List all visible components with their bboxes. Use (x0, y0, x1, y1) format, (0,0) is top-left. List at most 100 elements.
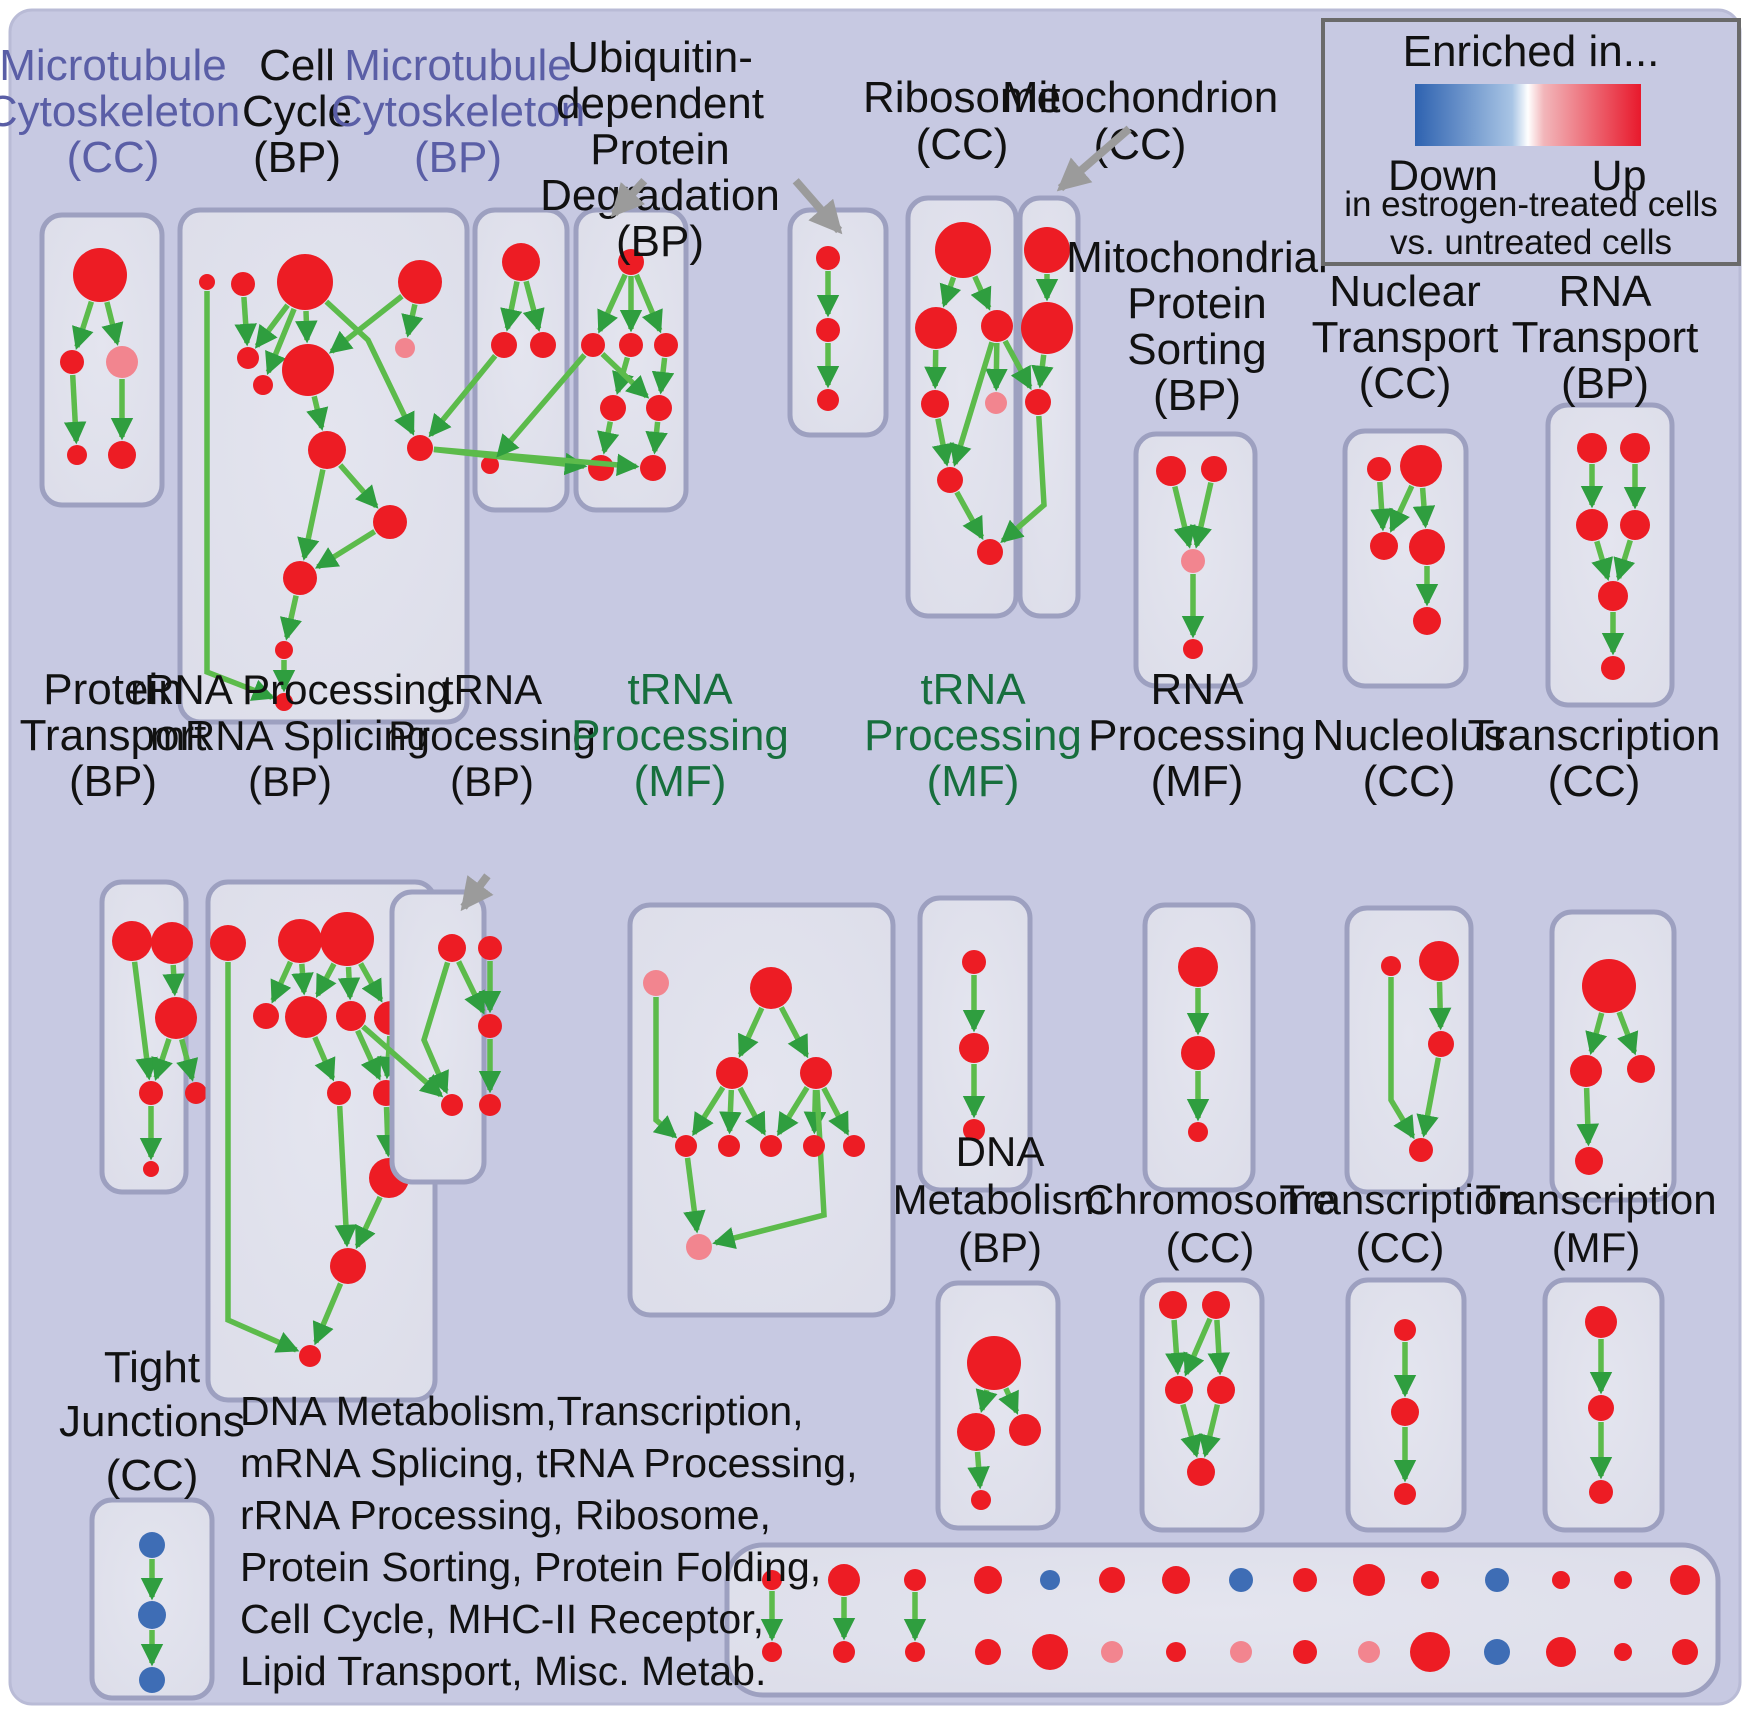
go-term-node-red (833, 1641, 855, 1663)
nodes (915, 222, 1013, 565)
go-relation-arrow (1388, 977, 1416, 1140)
go-term-node-red (1598, 581, 1628, 611)
go-term-node-red (320, 912, 374, 966)
go-relation-arrow (522, 280, 545, 332)
go-term-node-red (1293, 1640, 1317, 1664)
go-term-node-red (1585, 1306, 1617, 1338)
cluster-label-line: (BP) (69, 757, 157, 806)
nodes (643, 967, 865, 1260)
go-term-node-red (762, 1570, 782, 1590)
go-relation-arrow (377, 1035, 400, 1080)
go-term-node-red (1620, 433, 1650, 463)
go-relation-arrow (225, 962, 300, 1353)
go-term-node-red (600, 395, 626, 421)
go-relation-arrow (358, 962, 384, 1003)
go-relation-arrow (496, 353, 587, 458)
cluster-label-line: (MF) (927, 757, 1020, 806)
go-relation-arrow (1183, 1317, 1213, 1377)
cluster-tight-junctions-cc: Tight Junctions (CC) (59, 1343, 245, 1701)
go-relation-arrow (401, 303, 424, 338)
go-term-node-red (237, 347, 259, 369)
go-term-node-red (1589, 1480, 1613, 1504)
go-relation-arrow (433, 446, 640, 477)
go-term-node-red (654, 333, 678, 357)
go-term-node-red (282, 344, 334, 396)
go-term-node-red (1413, 607, 1441, 635)
cluster-label-line: Sorting (1127, 325, 1266, 374)
go-term-node-pink (985, 392, 1007, 414)
cluster-label: Nucleolus(CC) (1312, 711, 1505, 806)
cross-cluster-edges (361, 339, 1047, 1098)
go-relation-arrow (328, 294, 404, 354)
edges (924, 275, 1008, 541)
cluster-label-line: Protein (43, 665, 182, 714)
go-term-node-red (618, 249, 644, 275)
go-relation-arrow (1389, 484, 1415, 533)
collapsed-categories-line: DNA Metabolism,Transcription, (240, 1388, 804, 1434)
go-term-node-red (957, 1413, 995, 1451)
edges (1580, 464, 1647, 656)
cluster-label-line: Ubiquitin- (567, 33, 753, 82)
go-relation-arrow (376, 1106, 399, 1158)
nodes (959, 950, 989, 1141)
edges (1031, 274, 1059, 389)
go-term-node-red (155, 997, 197, 1039)
label-pointer-arrows (460, 125, 1132, 912)
go-term-node-red (1601, 656, 1625, 680)
go-term-node-red (1575, 1147, 1603, 1175)
go-relation-arrow (1428, 981, 1452, 1031)
go-term-node-red (1183, 639, 1203, 659)
go-relation-arrow (254, 303, 290, 349)
go-relation-arrow (63, 374, 87, 445)
go-relation-arrow (1189, 481, 1214, 549)
cluster-transcription-cc-1: Transcription(CC) (1468, 711, 1721, 1203)
go-term-node-red (299, 1345, 321, 1367)
go-relation-arrow (176, 1038, 199, 1082)
cluster-label-line: Microtubule (344, 41, 571, 90)
go-relation-arrow (1165, 1319, 1188, 1376)
go-term-node-red (1391, 1398, 1419, 1426)
cluster-label: Ubiquitin-dependentProteinDegradation(BP… (540, 33, 780, 266)
go-term-node-red (675, 1135, 697, 1157)
go-term-node-red (915, 307, 957, 349)
go-relation-arrow (776, 1086, 810, 1137)
go-relation-arrow (312, 1282, 344, 1346)
collapsed-categories-line: Protein Sorting, Protein Folding, (240, 1544, 821, 1590)
nodes (816, 246, 840, 411)
legend-subtitle-1: in estrogen-treated cells (1344, 185, 1718, 224)
cluster-ubiquitin-dependent-protein-degradation-bp: Ubiquitin-dependentProteinDegradation(BP… (540, 33, 780, 513)
cluster-label-line: Transcription (1468, 711, 1721, 760)
cluster-label-line: Processing (864, 711, 1082, 760)
go-term-node-red (1577, 433, 1607, 463)
cluster-label-line: (CC) (106, 1451, 199, 1500)
go-term-node-red (151, 922, 193, 964)
go-term-node-red (718, 1135, 740, 1157)
go-relation-arrow (1591, 540, 1613, 582)
cluster-label-line: Ribosome (863, 73, 1061, 122)
edges (652, 997, 850, 1249)
cluster-label-line: (CC) (1359, 359, 1452, 408)
cluster-nucleolus-cc: Nucleolus(CC) (1312, 711, 1506, 1195)
go-term-node-red (1025, 389, 1051, 415)
go-term-node-red (398, 260, 442, 304)
nodes (581, 249, 678, 481)
edges (204, 291, 424, 701)
go-term-node-red (1670, 1565, 1700, 1595)
go-term-node-pink (686, 1234, 712, 1260)
go-term-node-red (974, 1566, 1002, 1594)
go-term-node-red (959, 1033, 989, 1063)
go-term-node-red (283, 561, 317, 595)
go-term-node-red (803, 1135, 825, 1157)
go-term-node-red (1672, 1639, 1698, 1665)
cluster-label-line: dependent (556, 79, 764, 128)
go-term-node-red (1614, 1571, 1632, 1589)
